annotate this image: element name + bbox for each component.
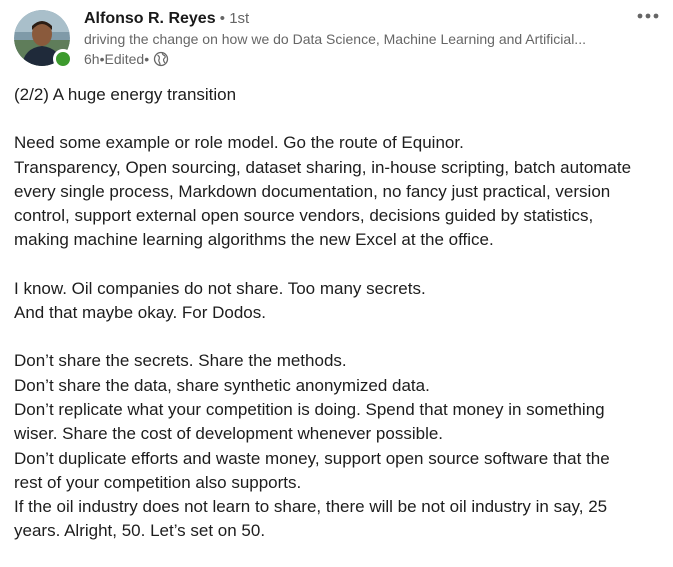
author-headline[interactable]: driving the change on how we do Data Sci…	[84, 31, 586, 47]
post-line: years. Alright, 50. Let’s set on 50.	[14, 521, 266, 541]
post-line: every single process, Markdown documenta…	[14, 181, 611, 201]
post-time: 6h	[84, 51, 100, 67]
post-paragraph-3: I know. Oil companies do not share. Too …	[14, 277, 664, 326]
more-options-button[interactable]	[633, 6, 663, 26]
post-paragraph-2: Need some example or role model. Go the …	[14, 131, 664, 252]
post-line: Don’t share the data, share synthetic an…	[14, 375, 430, 395]
post-header: Alfonso R. Reyes • 1st driving the chang…	[84, 9, 624, 69]
post-line: rest of your competition also supports.	[14, 472, 302, 492]
connection-degree: 1st	[229, 10, 250, 27]
meta-separator-2: •	[144, 51, 150, 67]
post-meta: 6h • Edited •	[84, 49, 624, 69]
post-line: wiser. Share the cost of development whe…	[14, 424, 444, 444]
post-line: Don’t replicate what your competition is…	[14, 399, 605, 419]
post-line: Don’t share the secrets. Share the metho…	[14, 351, 347, 371]
post-line: If the oil industry does not learn to sh…	[14, 497, 608, 517]
author-avatar[interactable]	[14, 10, 73, 69]
degree-separator: •	[215, 10, 230, 27]
online-status-indicator	[53, 49, 73, 69]
author-name-row: Alfonso R. Reyes • 1st	[84, 9, 624, 29]
post-paragraph-4: Don’t share the secrets. Share the metho…	[14, 349, 664, 543]
ellipsis-icon	[637, 13, 659, 19]
edited-label: Edited	[104, 51, 145, 67]
post-line: (2/2) A huge energy transition	[14, 85, 237, 104]
post-line: Need some example or role model. Go the …	[14, 133, 464, 153]
post-paragraph-1: (2/2) A huge energy transition	[14, 83, 664, 107]
post-line: Don’t duplicate efforts and waste money,…	[14, 448, 610, 468]
paragraph-gap	[14, 107, 664, 131]
paragraph-gap	[14, 253, 664, 277]
paragraph-gap	[14, 325, 664, 349]
meta-separator: •	[99, 51, 105, 67]
post-line: And that maybe okay. For Dodos.	[14, 303, 266, 323]
post-line: making machine learning algorithms the n…	[14, 230, 494, 250]
author-name[interactable]: Alfonso R. Reyes	[84, 10, 216, 27]
post-line: I know. Oil companies do not share. Too …	[14, 278, 426, 298]
post-line: Transparency, Open sourcing, dataset sha…	[14, 157, 632, 177]
post-line: control, support external open source ve…	[14, 206, 594, 226]
globe-icon	[153, 51, 169, 67]
post-body: (2/2) A huge energy transition Need some…	[14, 83, 664, 544]
